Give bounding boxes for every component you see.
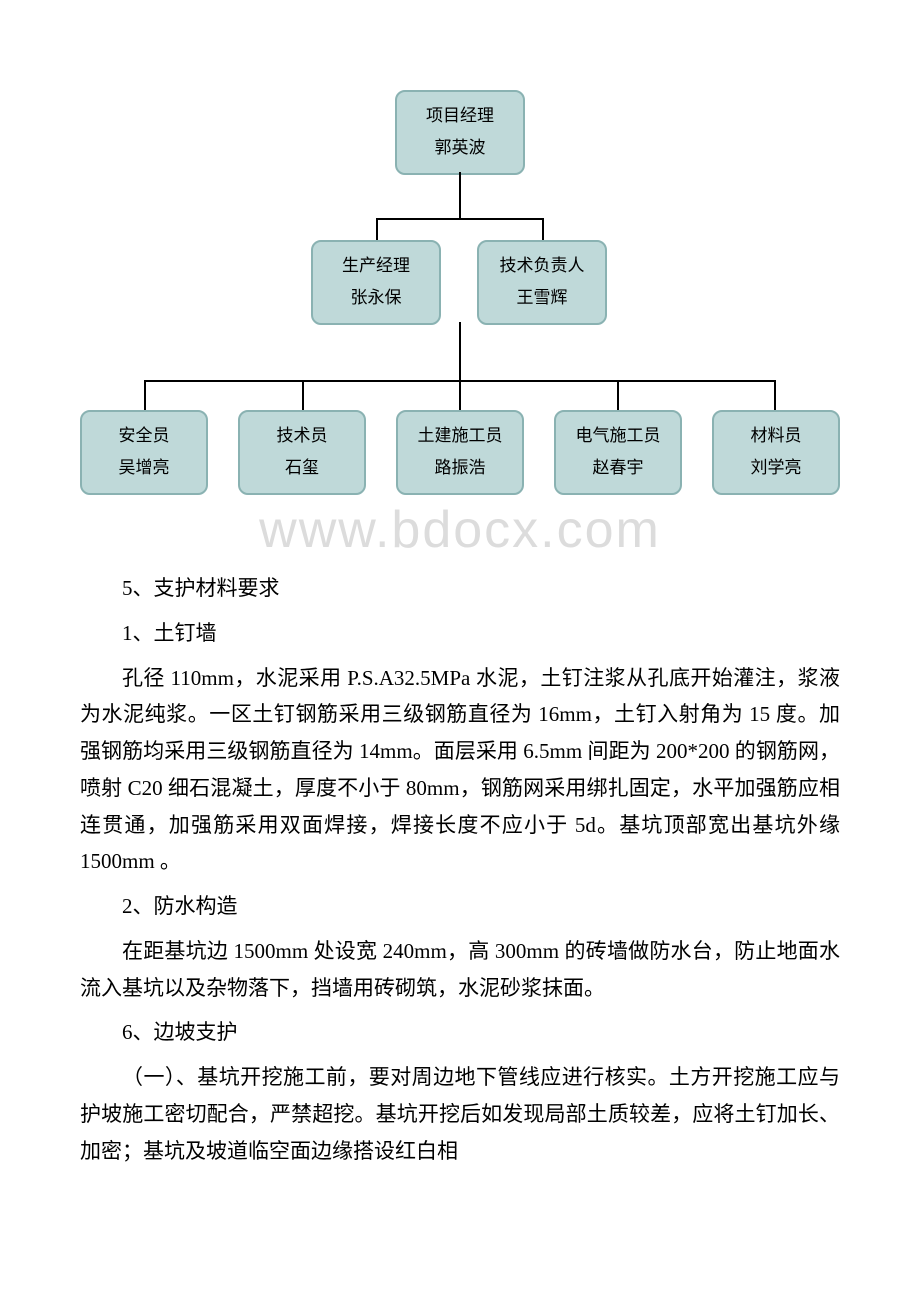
node-person: 张永保	[317, 282, 435, 314]
document-body: 5、支护材料要求 1、土钉墙 孔径 110mm，水泥采用 P.S.A32.5MP…	[80, 570, 840, 1169]
node-root: 项目经理 郭英波	[395, 90, 525, 175]
node-role: 技术负责人	[483, 250, 601, 282]
node-l3a: 安全员 吴增亮	[80, 410, 208, 495]
connector	[459, 172, 461, 220]
connector	[302, 380, 304, 410]
node-l3b: 技术员 石玺	[238, 410, 366, 495]
sub-heading: 2、防水构造	[80, 888, 840, 925]
node-person: 郭英波	[401, 132, 519, 164]
connector	[774, 380, 776, 410]
node-role: 土建施工员	[402, 420, 518, 452]
connector	[542, 218, 544, 240]
node-l2b: 技术负责人 王雪辉	[477, 240, 607, 325]
sub-heading: 1、土钉墙	[80, 615, 840, 652]
connector	[144, 380, 146, 410]
paragraph: （一）、基坑开挖施工前，要对周边地下管线应进行核实。土方开挖施工应与护坡施工密切…	[80, 1059, 840, 1169]
paragraph: 在距基坑边 1500mm 处设宽 240mm，高 300mm 的砖墙做防水台，防…	[80, 933, 840, 1007]
node-l3c: 土建施工员 路振浩	[396, 410, 524, 495]
section-heading: 5、支护材料要求	[80, 570, 840, 607]
node-role: 材料员	[718, 420, 834, 452]
node-role: 技术员	[244, 420, 360, 452]
org-chart: 项目经理 郭英波 生产经理 张永保 技术负责人 王雪辉 安全员 吴增亮 技术员 …	[80, 90, 840, 540]
node-l2a: 生产经理 张永保	[311, 240, 441, 325]
section-heading: 6、边坡支护	[80, 1014, 840, 1051]
connector	[376, 218, 378, 240]
connector	[459, 322, 461, 382]
connector	[617, 380, 619, 410]
node-person: 石玺	[244, 452, 360, 484]
connector	[459, 380, 461, 410]
node-person: 吴增亮	[86, 452, 202, 484]
node-role: 项目经理	[401, 100, 519, 132]
node-role: 安全员	[86, 420, 202, 452]
node-role: 生产经理	[317, 250, 435, 282]
node-person: 赵春宇	[560, 452, 676, 484]
node-person: 刘学亮	[718, 452, 834, 484]
node-person: 王雪辉	[483, 282, 601, 314]
paragraph: 孔径 110mm，水泥采用 P.S.A32.5MPa 水泥，土钉注浆从孔底开始灌…	[80, 660, 840, 881]
node-person: 路振浩	[402, 452, 518, 484]
node-l3e: 材料员 刘学亮	[712, 410, 840, 495]
node-l3d: 电气施工员 赵春宇	[554, 410, 682, 495]
connector	[376, 218, 544, 220]
node-role: 电气施工员	[560, 420, 676, 452]
